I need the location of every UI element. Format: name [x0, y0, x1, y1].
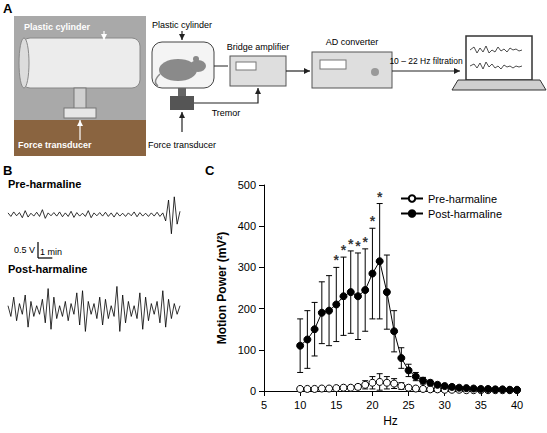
svg-text:15: 15	[330, 399, 342, 411]
svg-text:10: 10	[294, 399, 306, 411]
svg-text:AD converter: AD converter	[326, 37, 379, 47]
svg-text:300: 300	[238, 261, 256, 273]
svg-text:C: C	[205, 163, 215, 178]
svg-text:Plastic cylinder: Plastic cylinder	[152, 20, 212, 30]
svg-text:400: 400	[238, 220, 256, 232]
svg-text:30: 30	[439, 399, 451, 411]
svg-text:Pre-harmaline: Pre-harmaline	[8, 178, 81, 190]
svg-text:*: *	[355, 238, 361, 254]
svg-text:20: 20	[366, 399, 378, 411]
svg-text:Post-harmaline: Post-harmaline	[428, 208, 502, 220]
svg-text:10 – 22 Hz filtration: 10 – 22 Hz filtration	[389, 56, 463, 66]
svg-text:100: 100	[238, 344, 256, 356]
svg-text:*: *	[362, 234, 368, 250]
svg-text:40: 40	[511, 399, 523, 411]
svg-text:500: 500	[238, 179, 256, 191]
svg-text:*: *	[348, 236, 354, 252]
svg-text:1 min: 1 min	[40, 247, 62, 257]
svg-text:*: *	[341, 242, 347, 258]
svg-text:Pre-harmaline: Pre-harmaline	[428, 193, 497, 205]
svg-text:*: *	[377, 189, 383, 205]
svg-text:5: 5	[261, 399, 267, 411]
svg-text:Post-harmaline: Post-harmaline	[8, 263, 87, 275]
svg-text:Plastic cylinder: Plastic cylinder	[24, 22, 91, 32]
svg-text:Force transducer: Force transducer	[148, 140, 216, 150]
svg-text:A: A	[3, 1, 13, 16]
svg-text:*: *	[370, 213, 376, 229]
svg-text:Bridge amplifier: Bridge amplifier	[227, 42, 290, 52]
svg-text:Force transducer: Force transducer	[18, 140, 92, 150]
svg-text:0: 0	[250, 385, 256, 397]
svg-text:Motion Power (mV²): Motion Power (mV²)	[215, 232, 229, 345]
svg-text:0.5 V: 0.5 V	[14, 245, 35, 255]
svg-text:*: *	[334, 252, 340, 268]
svg-text:Tremor: Tremor	[212, 108, 241, 118]
svg-text:35: 35	[475, 399, 487, 411]
svg-text:25: 25	[402, 399, 414, 411]
svg-text:B: B	[3, 163, 12, 178]
svg-text:200: 200	[238, 303, 256, 315]
svg-text:Hz: Hz	[383, 414, 398, 428]
